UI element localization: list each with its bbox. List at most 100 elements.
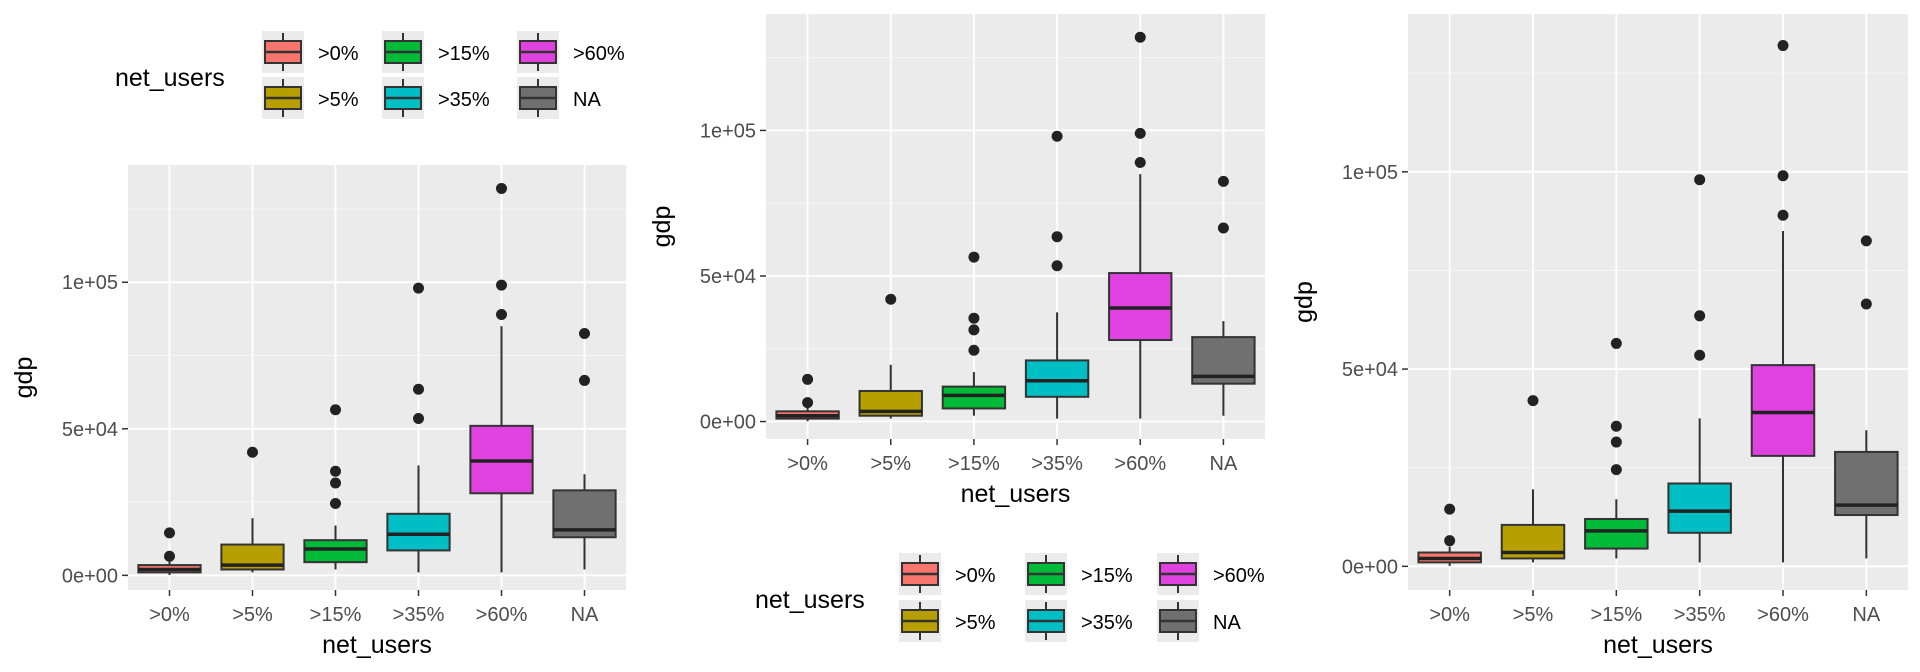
x-tick-label: NA [1210,453,1238,475]
x-tick-label: >15% [1590,604,1642,626]
y-tick-label: 5e+04 [1342,359,1398,381]
boxplot-0 [137,527,202,576]
boxplot-5 [1834,235,1899,559]
outlier-point [1444,503,1456,515]
x-axis-title: net_users [322,631,432,659]
panel-background [128,165,626,590]
box [1584,517,1649,550]
outlier-point [968,251,980,263]
outlier-point [1777,40,1789,52]
x-tick-label: >0% [1429,604,1470,626]
outlier-point [885,293,897,305]
x-tick-label: >0% [787,453,828,475]
x-tick-label: >60% [476,604,528,626]
legend-label: NA [1213,612,1241,634]
outlier-point [1051,231,1063,243]
outlier-point [968,324,980,336]
y-tick-label: 1e+05 [1342,162,1398,184]
outlier-point [1860,298,1872,310]
legend-key->60% [517,31,559,73]
outlier-point [330,477,341,489]
x-axis-title: net_users [1603,631,1713,659]
legend-label: >5% [318,89,359,111]
outlier-point [1694,310,1706,322]
outlier-point [1134,31,1146,43]
box [941,385,1007,410]
boxplot-4 [1108,31,1173,419]
outlier-point [1051,260,1063,272]
outlier-point [1527,395,1539,407]
legend-key->35% [382,77,424,119]
outlier-point [1134,127,1146,139]
outlier-point [1444,535,1456,547]
legend-key-NA [517,77,559,119]
outlier-point [1777,209,1789,221]
outlier-point [496,279,507,291]
boxplot-3 [1024,130,1090,419]
x-tick-label: >15% [948,453,1000,475]
outlier-point [1777,170,1789,182]
legend-key->5% [262,77,304,119]
boxplot-5 [1191,175,1256,416]
outlier-point [1694,174,1706,186]
outlier-point [164,527,175,539]
y-axis-title: gdp [10,357,38,399]
legend-key->0% [262,31,304,73]
outlier-point [1217,222,1229,234]
x-tick-label: NA [1852,604,1880,626]
box [386,512,451,552]
boxplot-0 [1417,503,1482,566]
outlier-point [496,308,507,320]
box [1024,359,1090,398]
y-axis-title: gdp [1290,281,1318,323]
outlier-point [247,446,258,458]
legend-label: >35% [1081,612,1133,634]
outlier-point [802,373,814,385]
legend: net_users >0% >5% >15% >35% >60% NA [115,31,625,119]
legend-label: >0% [318,43,359,65]
outlier-point [1860,235,1872,247]
x-tick-label: >5% [232,604,273,626]
outlier-point [1051,130,1063,142]
legend-label: >15% [1081,565,1133,587]
legend-key->5% [899,600,941,642]
y-axis-title: gdp [648,206,676,248]
legend-key->35% [1025,600,1067,642]
panel-background [766,14,1265,439]
outlier-point [413,383,424,395]
legend-title: net_users [755,586,865,614]
y-tick-label: 1e+05 [700,120,756,142]
outlier-point [1610,436,1622,448]
x-tick-label: >0% [149,604,190,626]
box [1667,482,1732,534]
boxplot-4 [469,182,534,573]
legend-label: >5% [955,612,996,634]
outlier-point [802,397,814,409]
boxplot-1 [220,446,285,573]
x-tick-label: NA [571,604,599,626]
x-axis-title: net_users [961,480,1071,508]
x-tick-label: >35% [1031,453,1083,475]
y-tick-label: 0e+00 [62,565,118,587]
outlier-point [413,413,424,425]
boxplot-4 [1750,40,1816,563]
x-tick-label: >5% [870,453,911,475]
boxplot-3 [386,282,451,573]
legend-label: >15% [438,43,490,65]
outlier-point [1694,349,1706,361]
box [1750,364,1816,457]
outlier-point [330,498,341,510]
legend-key->15% [1025,553,1067,595]
y-tick-label: 5e+04 [62,419,118,441]
outlier-point [330,404,341,416]
boxplot-2 [941,251,1007,416]
outlier-point [1217,175,1229,187]
legend-key->0% [899,553,941,595]
y-tick-label: 0e+00 [700,412,756,434]
outlier-point [1610,337,1622,349]
boxplot-3 [1667,174,1732,563]
y-tick-label: 5e+04 [700,266,756,288]
boxplot-1 [1500,395,1566,563]
